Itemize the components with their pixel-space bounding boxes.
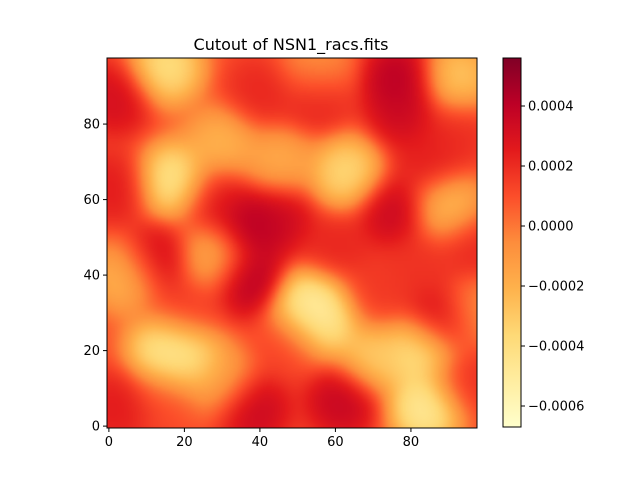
colorbar-tick-label: −0.0002 <box>528 280 584 295</box>
y-tick-label: 60 <box>83 193 100 208</box>
colorbar-tick-label: −0.0006 <box>528 400 584 415</box>
y-tick-label: 40 <box>83 269 100 284</box>
heatmap-axes: 0 20 40 60 80 0 20 40 60 80 <box>83 57 478 450</box>
y-tick-label: 80 <box>83 118 100 133</box>
y-axis-ticks: 0 20 40 60 80 <box>83 118 107 435</box>
chart-title: Cutout of NSN1_racs.fits <box>194 35 389 55</box>
x-tick-label: 20 <box>176 435 193 450</box>
colorbar-tick-label: 0.0002 <box>528 160 574 175</box>
x-tick-label: 0 <box>105 435 113 450</box>
x-tick-label: 80 <box>403 435 420 450</box>
y-tick-label: 20 <box>83 344 100 359</box>
x-axis-ticks: 0 20 40 60 80 <box>105 428 419 450</box>
y-tick-label: 0 <box>92 420 100 435</box>
colorbar-tick-label: −0.0004 <box>528 340 584 355</box>
axes-frame <box>106 57 478 429</box>
x-tick-label: 40 <box>252 435 269 450</box>
colorbar-ticks: −0.0006 −0.0004 −0.0002 0.0000 0.0002 0.0004 <box>521 100 584 415</box>
colorbar-gradient <box>503 58 521 427</box>
heatmap-image <box>107 58 477 428</box>
colorbar-tick-label: 0.0000 <box>528 220 574 235</box>
colorbar-frame <box>502 57 522 428</box>
colorbar-tick-label: 0.0004 <box>528 100 574 115</box>
colorbar: −0.0006 −0.0004 −0.0002 0.0000 0.0002 0.0004 <box>502 57 584 428</box>
x-tick-label: 60 <box>327 435 344 450</box>
